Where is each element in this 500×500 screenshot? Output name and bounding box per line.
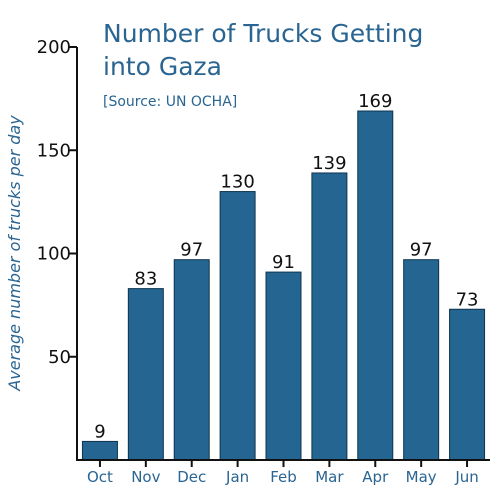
bar-value-label: 139 — [312, 153, 346, 174]
bar — [265, 271, 302, 461]
bar-value-label: 91 — [272, 252, 295, 273]
y-tick-label: 100 — [37, 244, 71, 265]
bar-value-label: 130 — [220, 172, 254, 193]
bar-value-label: 97 — [410, 240, 433, 261]
chart-subtitle: [Source: UN OCHA] — [103, 94, 237, 110]
x-tick-label: Oct — [87, 468, 113, 486]
chart-title-line-1: Number of Trucks Getting — [103, 19, 423, 48]
bar — [311, 172, 348, 461]
y-tick-label: 50 — [48, 347, 71, 368]
bar-value-label: 169 — [358, 91, 392, 112]
x-tick-label: Dec — [177, 468, 206, 486]
chart-title-line-2: into Gaza — [103, 52, 222, 81]
y-axis-ticks: 50 100 150 200 — [37, 37, 77, 368]
bar-value-label: 9 — [94, 421, 105, 442]
bar-value-label: 73 — [456, 289, 479, 310]
x-tick-label: Nov — [131, 468, 160, 486]
y-tick-label: 150 — [37, 140, 71, 161]
x-tick-label: Mar — [315, 468, 344, 486]
x-tick-label: Feb — [270, 468, 297, 486]
x-axis-ticks: Oct Nov Dec Jan Feb Mar Apr May Jun — [87, 460, 479, 486]
x-tick-label: May — [406, 468, 437, 486]
bar — [219, 191, 256, 461]
y-axis-label: Average number of trucks per day — [5, 115, 24, 392]
bar — [403, 259, 440, 461]
x-tick-label: Jan — [225, 468, 249, 486]
bar — [449, 308, 486, 461]
bar — [357, 110, 394, 461]
bar — [81, 440, 118, 461]
bar-value-label: 97 — [180, 240, 203, 261]
y-tick-label: 200 — [37, 37, 71, 58]
bar — [127, 288, 164, 461]
bar — [173, 259, 210, 461]
bars: 9 83 97 130 91 139 169 97 73 — [81, 91, 486, 461]
x-tick-label: Jun — [454, 468, 478, 486]
x-tick-label: Apr — [362, 468, 389, 486]
bar-value-label: 83 — [134, 269, 157, 290]
